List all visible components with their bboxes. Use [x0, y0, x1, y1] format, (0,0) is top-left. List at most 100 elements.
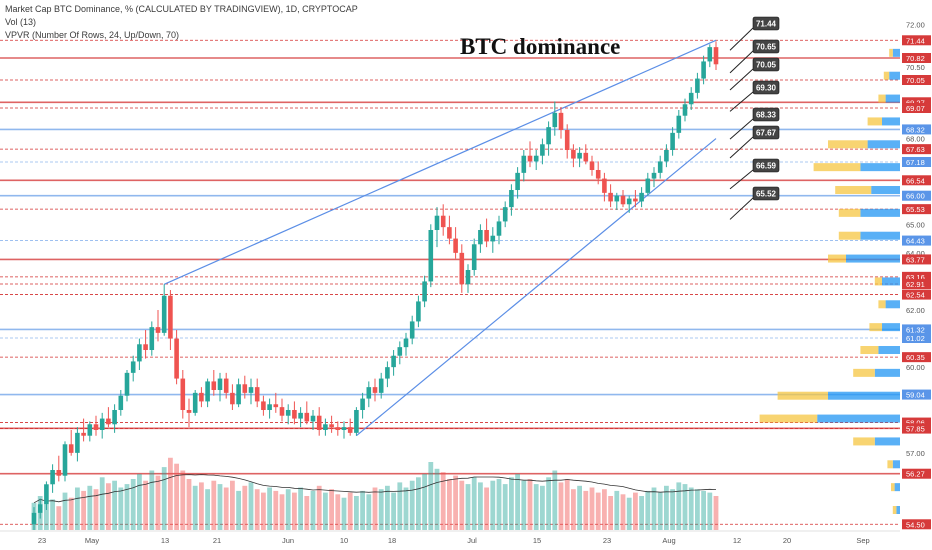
candle-body — [329, 424, 334, 428]
volume-bar — [174, 463, 179, 530]
candle-body — [583, 152, 589, 162]
vpvr-up-bar — [889, 48, 893, 57]
candle-body — [546, 127, 551, 145]
callout-label: 68.33 — [756, 111, 777, 120]
volume-bar — [335, 494, 341, 530]
price-tag — [902, 333, 931, 343]
volume-bar — [403, 487, 409, 530]
volume-bar — [695, 489, 700, 530]
vpvr-up-bar — [874, 277, 882, 286]
volume-bars — [31, 457, 719, 530]
vpvr-indicator-label[interactable]: VPVR (Number Of Rows, 24, Up/Down, 70) — [5, 30, 180, 40]
candle-body — [564, 130, 570, 150]
volume-bar — [577, 485, 582, 530]
price-tick-label: 60.00 — [906, 363, 925, 372]
volume-bar — [478, 482, 483, 530]
candle-body — [428, 230, 434, 282]
candle-body — [484, 230, 489, 242]
price-tag-label: 58.06 — [906, 419, 925, 428]
volume-bar — [230, 480, 235, 530]
candle-body — [651, 172, 657, 179]
candle-body — [422, 281, 427, 302]
volume-bar — [106, 483, 111, 530]
candle-body — [626, 198, 632, 205]
vpvr-up-bar — [860, 346, 879, 354]
volume-bar — [713, 496, 719, 530]
volume-indicator-label[interactable]: Vol (13) — [5, 17, 37, 27]
candle-body — [540, 144, 545, 156]
volume-bar — [149, 470, 155, 530]
volume-bar — [161, 467, 167, 530]
price-tag-label: 69.27 — [906, 98, 925, 107]
callout-pointer — [729, 68, 754, 91]
volume-bar — [81, 490, 86, 530]
volume-bar — [354, 496, 359, 530]
volume-bar — [416, 477, 421, 530]
time-tick-label: 21 — [213, 536, 221, 545]
volume-bar — [682, 484, 688, 530]
price-tag — [902, 417, 931, 428]
price-tag-label: 56.27 — [906, 470, 925, 479]
volume-bar — [248, 482, 254, 530]
candle-body — [608, 192, 613, 202]
volume-bar — [236, 490, 241, 530]
horizontal-levels — [0, 39, 900, 525]
volume-bar — [664, 485, 669, 530]
candle-body — [416, 301, 421, 322]
vpvr-up-bar — [878, 300, 886, 309]
candle-body — [323, 424, 328, 430]
volume-bar — [651, 487, 657, 530]
candle-body — [533, 155, 539, 162]
volume-bar — [670, 489, 675, 530]
price-tag — [902, 254, 931, 265]
vpvr-down-bar — [882, 117, 900, 126]
candle-body — [261, 401, 266, 410]
callout-box — [752, 57, 780, 72]
candle-body — [558, 112, 564, 130]
candle-body — [199, 392, 204, 402]
volume-bar — [87, 485, 93, 530]
volume-bar — [595, 492, 601, 530]
volume-bar — [540, 485, 545, 530]
volume-bar — [546, 477, 551, 530]
candle-body — [354, 410, 359, 433]
volume-bar — [205, 489, 210, 530]
candle-body — [521, 155, 527, 173]
volume-bar — [645, 490, 651, 530]
price-tag-label: 68.32 — [906, 125, 925, 134]
callout-box — [752, 16, 780, 31]
price-tag — [902, 423, 931, 434]
volume-bar — [155, 475, 161, 530]
candle-body — [99, 418, 105, 430]
vpvr-down-bar — [874, 437, 900, 446]
volume-bar — [310, 490, 316, 530]
vpvr-up-bar — [835, 186, 872, 194]
candle-body — [347, 427, 353, 433]
candle-body — [236, 384, 241, 405]
callout-box — [752, 186, 780, 201]
time-axis[interactable]: 23 May 13 21 Jun 10 18 Jul 15 23 Aug 12 20 Sep — [0, 530, 900, 545]
candle-body — [230, 392, 235, 405]
candle-body — [267, 404, 272, 410]
trendlines[interactable] — [163, 39, 717, 437]
volume-bar — [329, 489, 334, 530]
price-axis[interactable]: 72.0070.5069.0068.0065.0064.0062.0061.00… — [900, 0, 932, 550]
price-tick-label: 70.50 — [906, 63, 925, 72]
price-tag — [902, 144, 931, 155]
candle-body — [31, 512, 37, 525]
candle-body — [527, 155, 533, 162]
volume-bar — [360, 490, 365, 530]
candle-body — [471, 244, 477, 270]
candle-body — [453, 238, 458, 253]
vpvr-up-bar — [759, 414, 818, 423]
candle-body — [676, 115, 682, 133]
price-tag — [902, 204, 931, 215]
candle-body — [106, 418, 111, 425]
volume-bar — [285, 489, 291, 530]
vpvr-up-bar — [892, 506, 897, 514]
candle-body — [552, 112, 558, 128]
candle-body — [310, 415, 316, 422]
candle-body — [366, 387, 372, 399]
vpvr-down-bar — [885, 300, 900, 309]
